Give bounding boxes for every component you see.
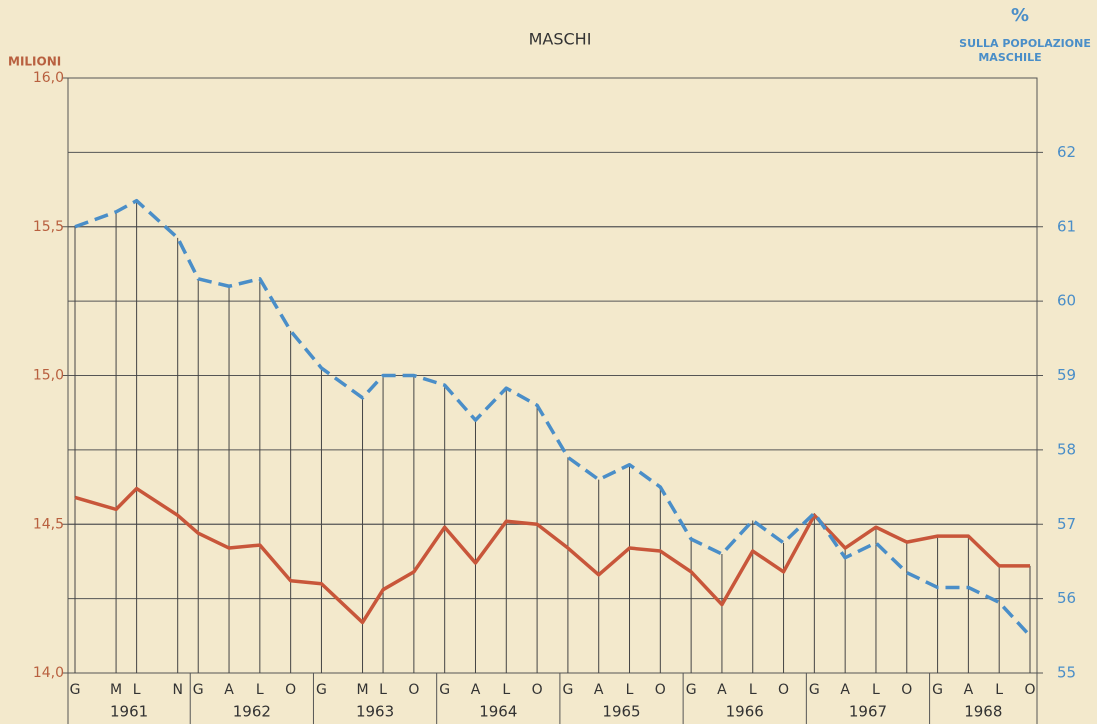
x-tick-label: L	[626, 682, 634, 698]
x-tick-label: G	[562, 682, 573, 698]
y2-tick-label: 56	[1057, 589, 1076, 607]
x-tick-label: O	[532, 682, 543, 698]
y-tick-label: 14,5	[33, 516, 64, 532]
series-line	[74, 486, 1030, 625]
y-tick-label: 16,0	[33, 70, 64, 86]
x-tick-label: L	[256, 682, 264, 698]
year-label: 1961	[110, 703, 148, 721]
year-label: 1966	[726, 703, 764, 721]
x-tick-label: G	[439, 682, 450, 698]
x-tick-label: A	[594, 682, 604, 698]
y2-tick-label: 55	[1057, 664, 1076, 682]
y2-tick-label: 61	[1057, 217, 1076, 235]
x-tick-label: A	[717, 682, 727, 698]
year-label: 1968	[964, 703, 1002, 721]
y2-tick-label: 58	[1057, 440, 1076, 458]
year-label: 1967	[849, 703, 887, 721]
x-tick-label: L	[872, 682, 880, 698]
y2-tick-label: 62	[1057, 143, 1076, 161]
x-tick-label: G	[809, 682, 820, 698]
x-tick-label: O	[1024, 682, 1035, 698]
x-tick-label: O	[778, 682, 789, 698]
year-label: 1965	[602, 703, 640, 721]
chart-title: MASCHI	[529, 30, 592, 49]
y2-axis-label: MASCHILE	[978, 51, 1041, 64]
x-tick-label: M	[110, 682, 122, 698]
year-label: 1963	[356, 703, 394, 721]
x-tick-label: G	[316, 682, 327, 698]
year-label: 1962	[233, 703, 271, 721]
x-tick-label: L	[749, 682, 757, 698]
year-label: 1964	[479, 703, 517, 721]
x-tick-label: O	[655, 682, 666, 698]
y2-tick-label: 59	[1057, 366, 1076, 384]
x-tick-label: L	[379, 682, 387, 698]
y-tick-label: 15,0	[33, 368, 64, 384]
y2-axis-label: SULLA POPOLAZIONE	[959, 37, 1091, 50]
x-tick-label: G	[932, 682, 943, 698]
y2-tick-label: 57	[1057, 515, 1076, 533]
series-line	[74, 198, 1032, 637]
x-tick-label: A	[840, 682, 850, 698]
x-tick-label: N	[172, 682, 182, 698]
y2-axis-label: %	[1011, 5, 1029, 26]
y-tick-label: 15,5	[33, 219, 64, 235]
x-tick-label: M	[356, 682, 368, 698]
x-tick-label: A	[964, 682, 974, 698]
x-tick-label: O	[901, 682, 912, 698]
y2-tick-label: 60	[1057, 292, 1076, 310]
x-tick-label: A	[224, 682, 234, 698]
x-tick-label: O	[285, 682, 296, 698]
x-tick-label: G	[686, 682, 697, 698]
x-tick-label: L	[995, 682, 1003, 698]
x-tick-label: L	[133, 682, 141, 698]
y-tick-label: 14,0	[33, 665, 64, 681]
x-tick-label: A	[471, 682, 481, 698]
x-tick-label: G	[70, 682, 81, 698]
x-tick-label: L	[502, 682, 510, 698]
y-axis-label: MILIONI	[8, 55, 61, 69]
x-tick-label: O	[408, 682, 419, 698]
x-tick-label: G	[193, 682, 204, 698]
